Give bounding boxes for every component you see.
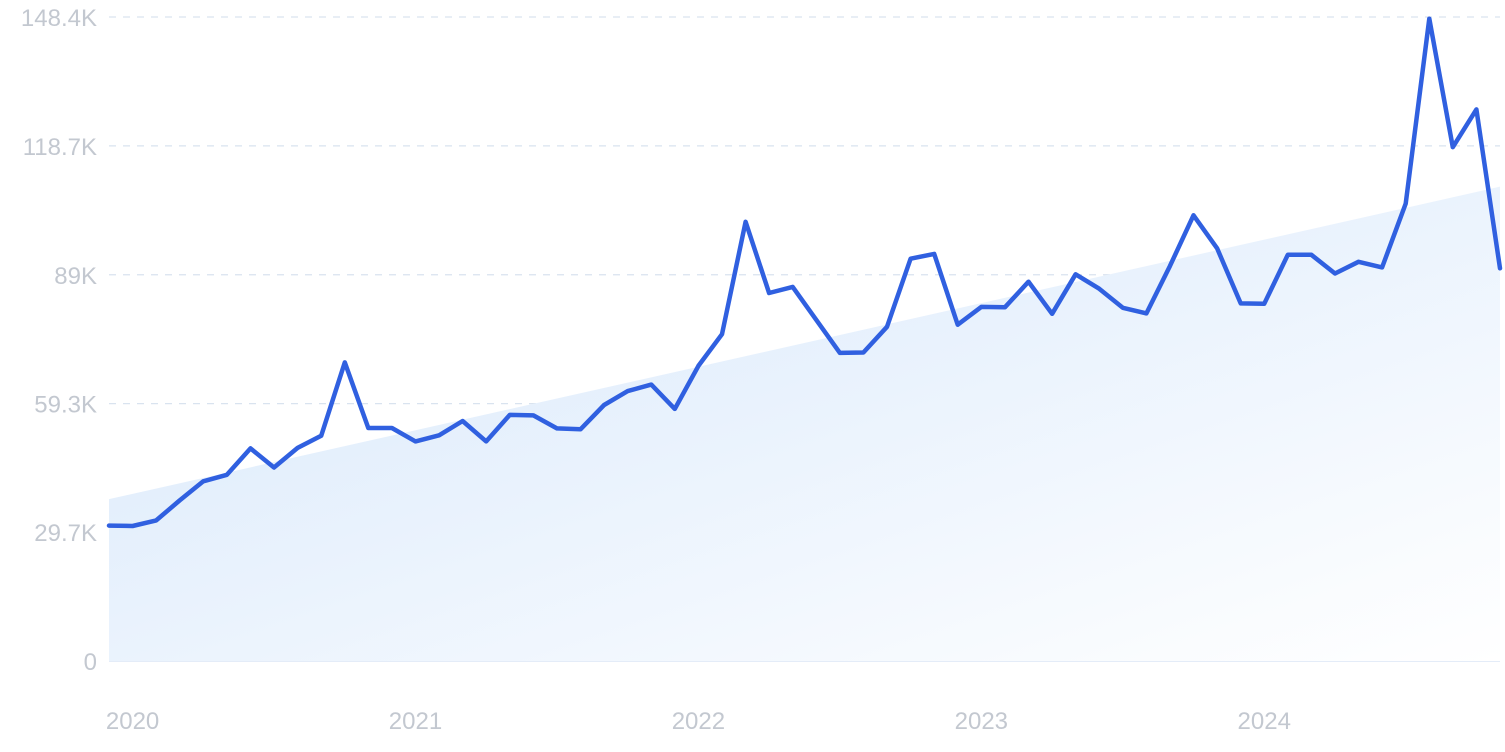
y-tick-label: 118.7K	[23, 134, 97, 161]
series-line	[106, 16, 1503, 529]
y-tick-label: 148.4K	[21, 5, 97, 32]
y-tick-label: 29.7K	[34, 520, 97, 547]
y-axis-ticks: 0 29.7K 59.3K 89K 118.7K 148.4K	[21, 5, 97, 676]
x-tick-label: 2022	[672, 708, 725, 735]
y-tick-label: 0	[84, 649, 97, 676]
x-tick-label: 2024	[1238, 708, 1291, 735]
x-tick-label: 2021	[389, 708, 442, 735]
x-axis-ticks: 2020 2021 2022 2023 2024	[106, 708, 1291, 735]
trend-area-fill	[109, 186, 1500, 661]
x-tick-label: 2023	[955, 708, 1008, 735]
x-tick-label: 2020	[106, 708, 159, 735]
series-line-path	[106, 16, 1503, 529]
y-tick-label: 89K	[54, 263, 97, 290]
y-tick-label: 59.3K	[34, 392, 97, 419]
trend-area	[109, 186, 1500, 661]
